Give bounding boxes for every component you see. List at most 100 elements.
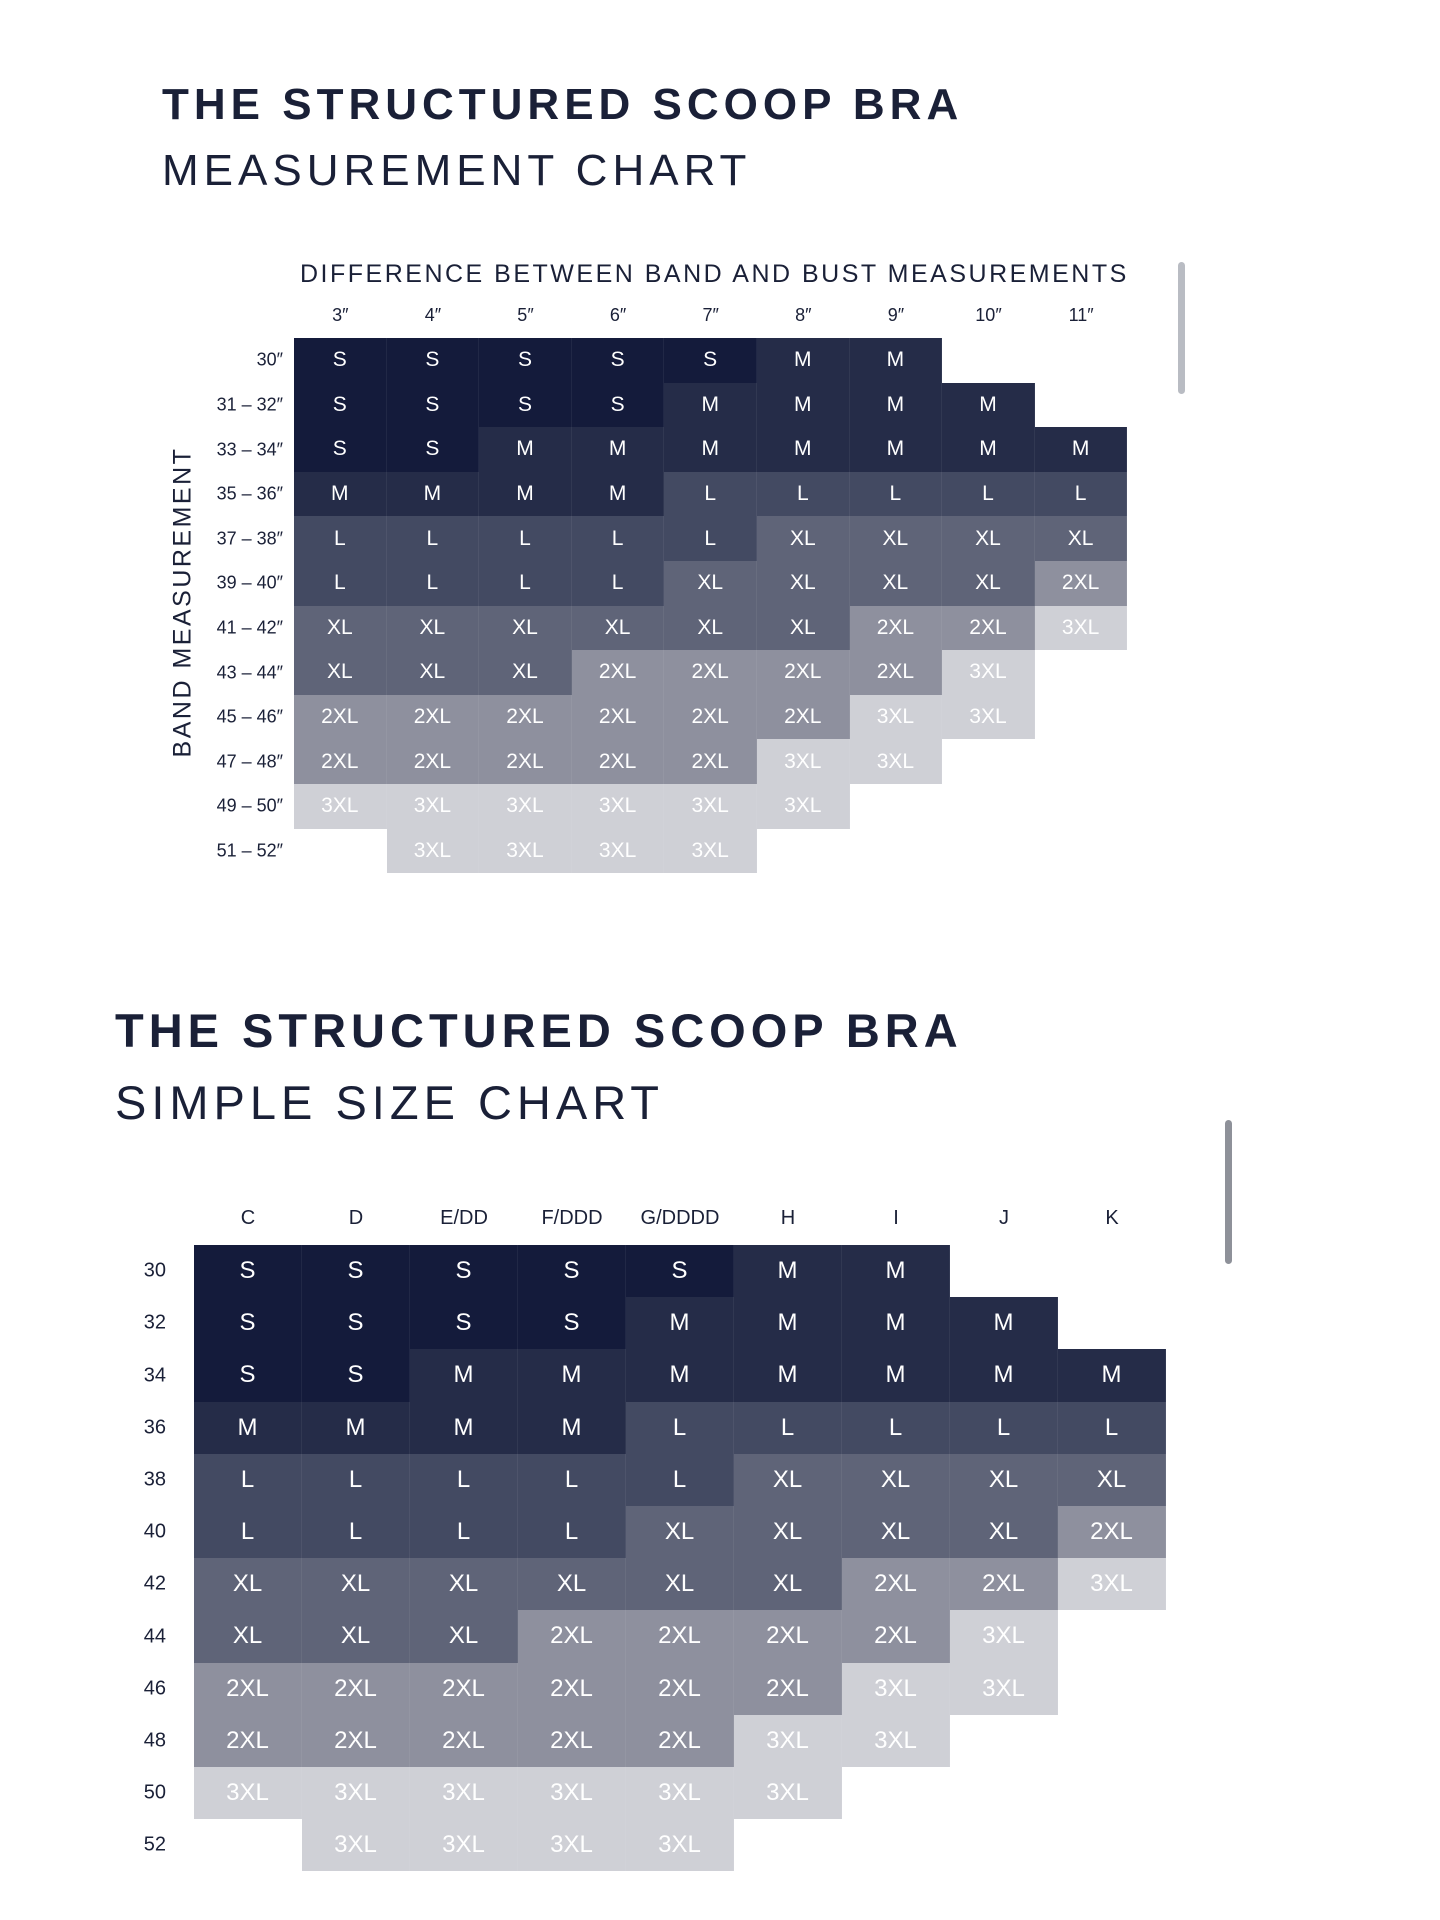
- chart2-size-cell: M: [626, 1349, 734, 1402]
- chart2-size-cell: L: [410, 1453, 518, 1506]
- chart1-row-label: 51 – 52″: [216, 840, 283, 861]
- chart2-size-cell: S: [302, 1349, 410, 1402]
- chart2-size-cell: XL: [1058, 1453, 1166, 1506]
- chart2-size-cell: 2XL: [626, 1662, 734, 1715]
- chart2-column-label: J: [999, 1207, 1009, 1229]
- chart2-row-label: 40: [143, 1520, 166, 1543]
- chart2-column-label: G/DDDD: [640, 1207, 720, 1229]
- chart1-size-cell: L: [479, 516, 572, 561]
- chart1-size-cell: L: [571, 561, 665, 606]
- chart1-size-cell: L: [386, 516, 480, 561]
- chart2-size-cell: 3XL: [410, 1819, 518, 1872]
- chart1-size-cell: M: [664, 382, 757, 428]
- chart2-size-cell: XL: [410, 1610, 518, 1663]
- chart1-column-label: 7″: [702, 305, 719, 325]
- chart1-size-cell: S: [479, 382, 572, 428]
- chart1-column-label: 10″: [975, 305, 1002, 325]
- chart1-size-cell: 2XL: [571, 739, 665, 784]
- chart2-scrollbar[interactable]: [1225, 1120, 1232, 1264]
- chart1-size-cell: 2XL: [849, 605, 943, 651]
- chart2-size-cell: 3XL: [950, 1610, 1058, 1663]
- chart1-size-cell: XL: [294, 650, 387, 695]
- chart2-size-cell: 3XL: [842, 1662, 950, 1715]
- chart1-row-label: 35 – 36″: [216, 483, 283, 504]
- chart2-size-cell: L: [518, 1453, 626, 1506]
- chart1-size-cell: 2XL: [571, 650, 665, 695]
- section1-subtitle: MEASUREMENT CHART: [162, 146, 752, 195]
- chart1-size-cell: M: [757, 338, 850, 383]
- chart1-size-cell: M: [664, 427, 757, 472]
- chart1-size-cell: XL: [386, 605, 480, 651]
- chart1-row-label: 43 – 44″: [216, 662, 283, 682]
- chart1-size-cell: L: [571, 516, 665, 561]
- chart1-size-cell: L: [294, 516, 387, 561]
- chart1-size-cell: 2XL: [757, 694, 850, 740]
- chart1-size-cell: L: [664, 471, 757, 517]
- chart1-size-cell: 3XL: [664, 828, 757, 874]
- chart2-size-cell: 3XL: [302, 1819, 410, 1872]
- chart1-size-cell: XL: [386, 650, 480, 695]
- chart2-size-cell: XL: [842, 1453, 950, 1506]
- chart1-size-cell: 2XL: [479, 739, 572, 784]
- chart1-size-cell: 2XL: [1034, 561, 1128, 606]
- chart1-size-cell: XL: [757, 516, 850, 561]
- chart1-size-cell: 2XL: [386, 739, 480, 784]
- chart2-size-cell: M: [410, 1401, 518, 1454]
- chart2-size-cell: 2XL: [518, 1714, 626, 1767]
- chart2-size-cell: M: [194, 1401, 302, 1454]
- chart1-size-cell: M: [757, 427, 850, 472]
- chart1-column-label: 11″: [1068, 305, 1094, 325]
- chart1-size-cell: L: [664, 516, 757, 561]
- chart1-size-cell: XL: [664, 605, 757, 651]
- chart2-size-cell: M: [626, 1297, 734, 1350]
- chart1-size-cell: L: [849, 471, 943, 517]
- chart2-size-cell: S: [410, 1297, 518, 1350]
- chart1-size-cell: S: [479, 338, 572, 383]
- chart2-size-cell: S: [194, 1349, 302, 1402]
- chart1-scrollbar[interactable]: [1178, 262, 1185, 394]
- chart1-size-cell: XL: [757, 605, 850, 651]
- chart1-row-label: 41 – 42″: [216, 617, 283, 638]
- chart2-size-cell: 2XL: [410, 1662, 518, 1715]
- chart1-size-cell: 2XL: [571, 694, 665, 740]
- chart2-row-label: 52: [143, 1833, 166, 1856]
- chart2-column-label: C: [240, 1207, 256, 1229]
- chart1-size-cell: L: [757, 471, 850, 517]
- chart1-size-cell: 2XL: [294, 739, 387, 784]
- chart1-x-axis-label: DIFFERENCE BETWEEN BAND AND BUST MEASURE…: [300, 260, 1129, 288]
- chart2-row-label: 34: [143, 1364, 166, 1386]
- chart2-size-cell: M: [518, 1401, 626, 1454]
- chart1-size-cell: XL: [849, 561, 943, 606]
- chart2-size-cell: 3XL: [518, 1819, 626, 1872]
- chart1-size-cell: 3XL: [942, 650, 1035, 695]
- chart2-size-cell: 3XL: [734, 1767, 842, 1820]
- chart1-size-cell: M: [479, 427, 572, 472]
- chart1-size-cell: 3XL: [942, 694, 1035, 740]
- chart2-size-cell: L: [302, 1506, 410, 1559]
- chart2-row-label: 38: [143, 1468, 166, 1491]
- chart2-size-cell: L: [626, 1401, 734, 1454]
- chart2-size-cell: XL: [518, 1558, 626, 1611]
- chart2-size-cell: S: [518, 1297, 626, 1350]
- chart1-size-cell: XL: [571, 605, 665, 651]
- chart2-column-label: H: [780, 1207, 796, 1229]
- chart1-size-cell: 3XL: [849, 694, 943, 740]
- chart1-size-cell: M: [1034, 427, 1128, 472]
- chart2-size-cell: 2XL: [842, 1610, 950, 1663]
- chart1-size-cell: M: [386, 471, 480, 517]
- chart1-row-label: 39 – 40″: [216, 572, 283, 593]
- chart2-size-cell: XL: [950, 1453, 1058, 1506]
- chart2-size-cell: XL: [626, 1506, 734, 1559]
- chart1-size-cell: M: [571, 471, 665, 517]
- chart2-size-cell: L: [194, 1506, 302, 1559]
- chart1-row-label: 30″: [256, 349, 283, 370]
- chart1-size-cell: 2XL: [664, 694, 757, 740]
- chart2-size-cell: XL: [194, 1610, 302, 1663]
- chart2-row-label: 30: [143, 1259, 166, 1282]
- chart2-size-cell: L: [410, 1506, 518, 1559]
- chart2-size-cell: L: [302, 1453, 410, 1506]
- chart2-size-cell: 3XL: [626, 1819, 734, 1872]
- chart2-size-cell: S: [410, 1245, 518, 1298]
- chart2-size-cell: L: [1058, 1401, 1166, 1454]
- chart1-size-cell: 3XL: [294, 784, 387, 829]
